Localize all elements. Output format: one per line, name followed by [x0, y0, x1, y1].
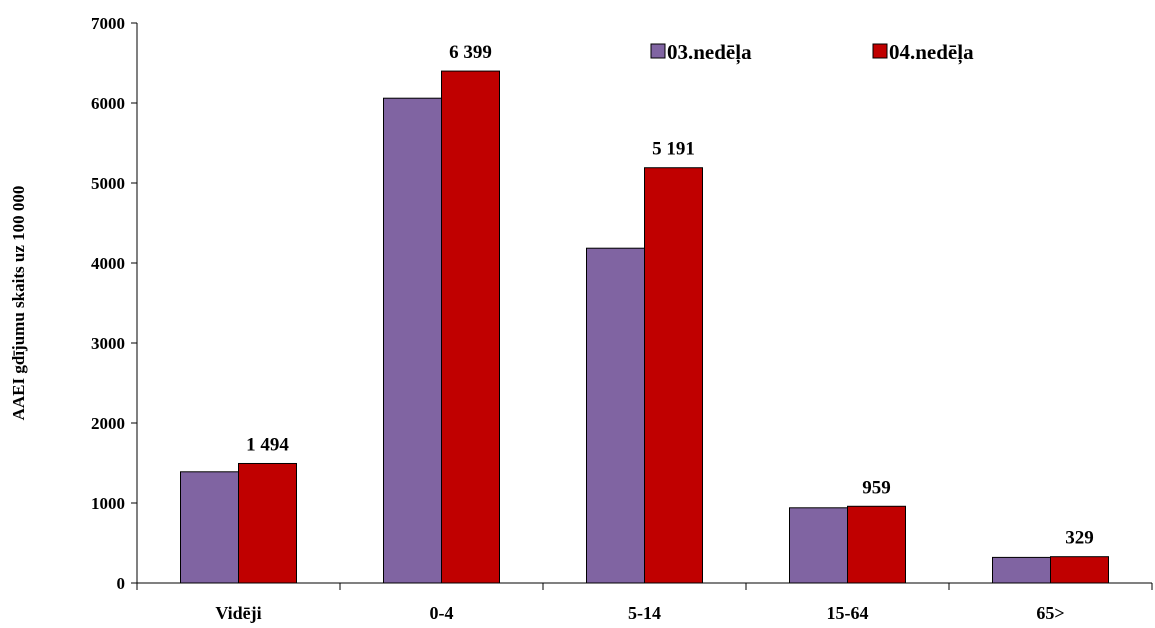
category-label: 65>: [1036, 603, 1064, 623]
y-tick-label: 3000: [91, 334, 125, 353]
category-label: 0-4: [430, 603, 454, 623]
data-label: 5 191: [652, 139, 695, 160]
bar-week03: [180, 471, 239, 584]
y-axis-title: AAEI gdījumu skaits uz 100 000: [9, 186, 28, 421]
category-label: Vidēji: [215, 603, 261, 623]
legend-label: 04.nedēļa: [889, 40, 974, 65]
bar-week03: [586, 247, 645, 584]
bar-week04: [644, 167, 703, 584]
y-tick-label: 1000: [91, 494, 125, 513]
bar-week04: [238, 462, 297, 584]
category-labels: Vidēji 0-4 5-14 15-64 65>: [215, 603, 1064, 623]
y-tick-label: 6000: [91, 94, 125, 113]
data-label: 959: [862, 477, 891, 498]
y-axis-ticks: 0 1000 2000 3000 4000 5000 6000 7000: [91, 14, 137, 593]
bar-week03: [992, 556, 1051, 584]
bars: [180, 70, 1109, 584]
category-label: 15-64: [827, 603, 869, 623]
y-tick-label: 4000: [91, 254, 125, 273]
bar-week03: [789, 507, 848, 584]
bar-week04: [847, 505, 906, 584]
bar-week04: [1050, 556, 1109, 584]
y-tick-label: 2000: [91, 414, 125, 433]
y-tick-label: 7000: [91, 14, 125, 33]
category-label: 5-14: [628, 603, 661, 623]
data-labels: 1 494 6 399 5 191 959 329: [246, 42, 1094, 549]
bar-week04: [441, 70, 500, 584]
y-tick-label: 5000: [91, 174, 125, 193]
bar-week03: [383, 97, 442, 584]
legend-label: 03.nedēļa: [667, 40, 752, 65]
data-label: 1 494: [246, 434, 289, 455]
legend-swatch: [872, 43, 888, 59]
y-tick-label: 0: [117, 574, 126, 593]
legend: 03.nedēļa 04.nedēļa: [650, 40, 974, 65]
data-label: 329: [1065, 528, 1094, 549]
data-label: 6 399: [449, 42, 492, 63]
axes: [136, 23, 1153, 590]
legend-swatch: [650, 43, 666, 59]
